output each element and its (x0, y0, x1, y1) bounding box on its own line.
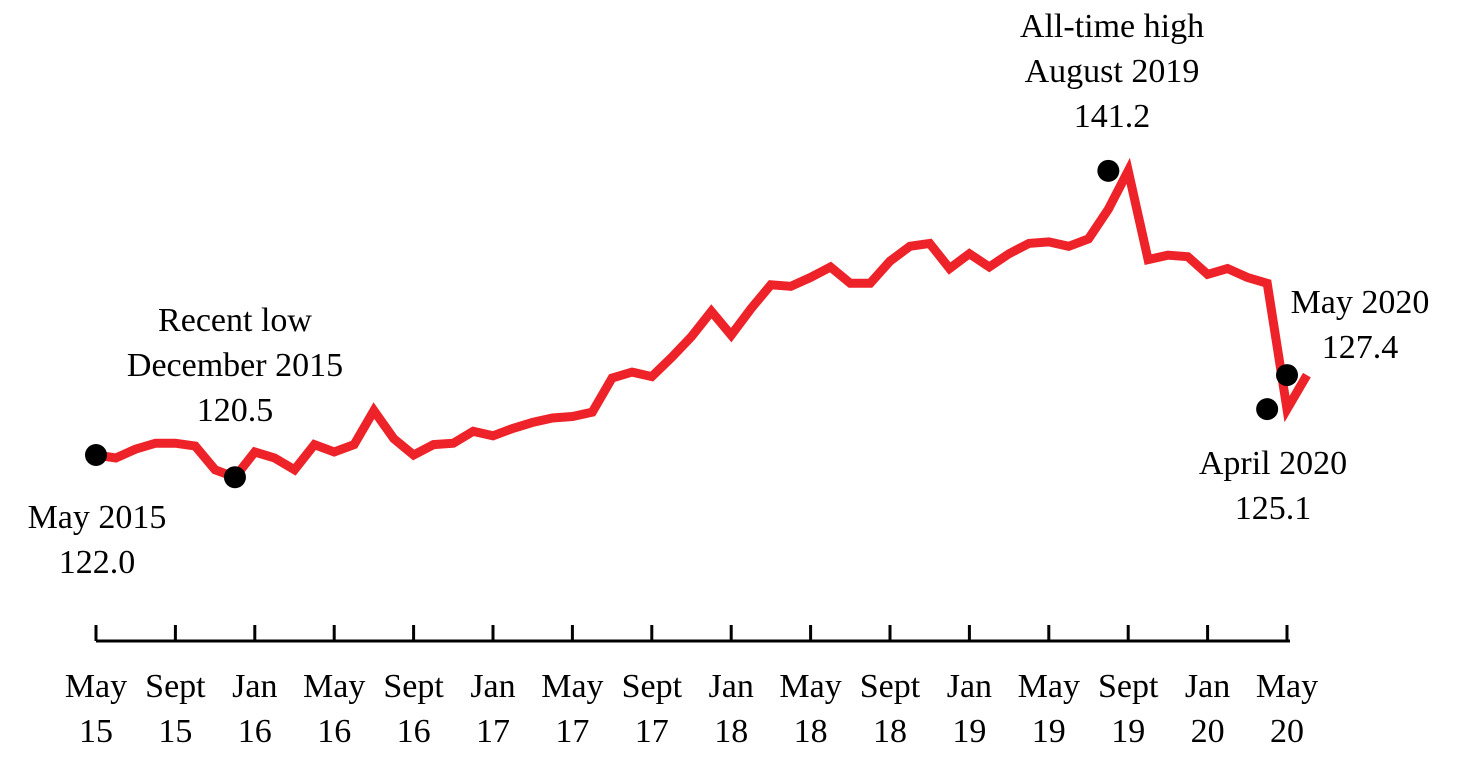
annotation-label: May 2020 127.4 (1291, 284, 1430, 366)
x-tick-year: 19 (1111, 713, 1145, 750)
x-tick-month: Jan (232, 668, 277, 705)
x-tick-label: May 18 (779, 668, 841, 750)
x-tick-label: Jan 18 (709, 668, 754, 750)
x-tick-year: 15 (158, 713, 192, 750)
x-tick-month: May (1018, 668, 1080, 705)
x-tick-label: Sept 15 (145, 668, 206, 750)
annotation-line: May 2015 (28, 499, 167, 536)
annotation-line: 127.4 (1322, 329, 1399, 366)
x-tick-year: 18 (873, 713, 907, 750)
x-tick-month: Sept (1098, 668, 1159, 705)
annotation-marker (85, 444, 107, 466)
annotation-marker (223, 466, 246, 489)
x-tick-label: Jan 19 (947, 668, 992, 750)
x-tick-year: 18 (794, 713, 828, 750)
annotation-label: April 2020 125.1 (1199, 445, 1347, 527)
annotation-label: All-time high August 2019 141.2 (1020, 8, 1204, 135)
x-tick-label: Sept 19 (1098, 668, 1159, 750)
x-tick-label: Jan 16 (232, 668, 277, 750)
x-tick-month: Sept (383, 668, 444, 705)
x-tick-label: May 17 (541, 668, 603, 750)
annotation-line: All-time high (1020, 8, 1204, 45)
x-tick-month: May (303, 668, 365, 705)
x-tick-month: Sept (622, 668, 683, 705)
x-tick-year: 20 (1270, 713, 1304, 750)
x-tick-label: May 15 (65, 668, 127, 750)
annotation-line: 122.0 (59, 544, 136, 581)
x-tick-month: May (1256, 668, 1318, 705)
x-tick-year: 19 (952, 713, 986, 750)
x-tick-month: Sept (145, 668, 206, 705)
x-tick-year: 17 (635, 713, 669, 750)
annotation-line: 141.2 (1074, 98, 1151, 135)
annotation-marker (1256, 398, 1279, 421)
x-tick-year: 15 (79, 713, 113, 750)
annotation-markers (85, 159, 1298, 489)
x-tick-month: Jan (470, 668, 515, 705)
x-tick-label: Jan 20 (1185, 668, 1230, 750)
series-line (95, 157, 1311, 483)
x-tick-label: Sept 16 (383, 668, 444, 750)
x-tick-label: May 19 (1018, 668, 1080, 750)
x-tick-year: 17 (476, 713, 510, 750)
x-tick-year: 17 (555, 713, 589, 750)
x-tick-month: Sept (860, 668, 921, 705)
x-tick-year: 18 (714, 713, 748, 750)
x-tick-month: May (779, 668, 841, 705)
x-tick-label: Jan 17 (470, 668, 515, 750)
annotation-label: Recent low December 2015 120.5 (127, 302, 343, 429)
series-line-group (95, 157, 1311, 483)
annotation-line: April 2020 (1199, 445, 1347, 482)
annotation-line: August 2019 (1025, 53, 1200, 90)
x-tick-year: 16 (317, 713, 351, 750)
x-tick-label: Sept 17 (622, 668, 683, 750)
annotation-labels: May 2015 122.0 Recent low December 2015 120.… (28, 8, 1430, 581)
annotation-line: 120.5 (197, 392, 274, 429)
annotation-line: December 2015 (127, 347, 343, 384)
annotation-line: May 2020 (1291, 284, 1430, 321)
annotation-line: 125.1 (1235, 490, 1312, 527)
x-tick-year: 16 (397, 713, 431, 750)
annotation-marker (1097, 159, 1120, 182)
x-tick-month: May (541, 668, 603, 705)
x-tick-year: 16 (238, 713, 272, 750)
x-tick-label: May 20 (1256, 668, 1318, 750)
x-tick-month: May (65, 668, 127, 705)
annotation-marker (1276, 364, 1298, 387)
x-tick-label: Sept 18 (860, 668, 921, 750)
x-tick-month: Jan (709, 668, 754, 705)
x-tick-year: 20 (1191, 713, 1225, 750)
x-tick-label: May 16 (303, 668, 365, 750)
annotation-line: Recent low (158, 302, 312, 339)
annotation-label: May 2015 122.0 (28, 499, 167, 581)
x-tick-month: Jan (1185, 668, 1230, 705)
x-tick-year: 19 (1032, 713, 1066, 750)
x-tick-month: Jan (947, 668, 992, 705)
